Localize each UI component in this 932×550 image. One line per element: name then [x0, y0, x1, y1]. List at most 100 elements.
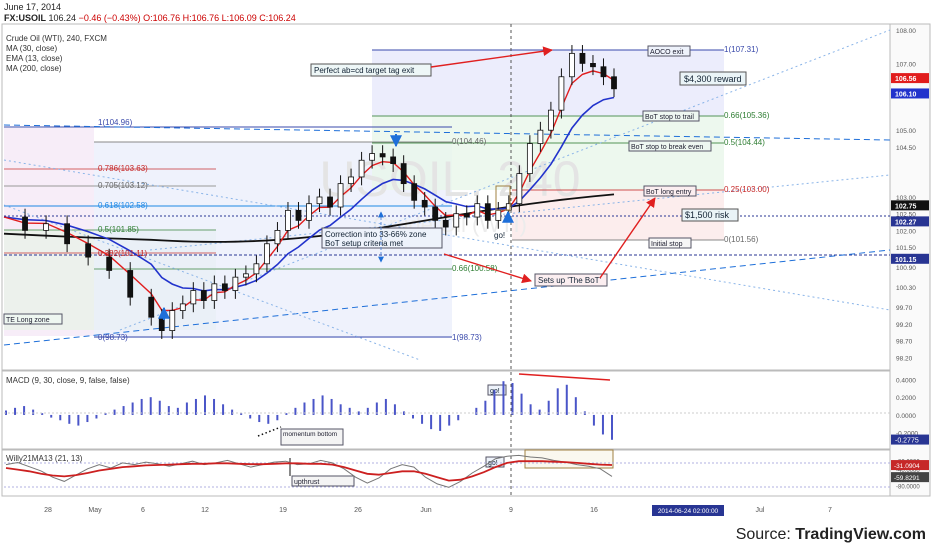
- candle: [64, 223, 71, 245]
- fib-label: 0.786(103.63): [98, 164, 148, 173]
- macd-axis-ticks: 0.4000 0.2000 0.0000 -0.2000-0.2775: [891, 377, 929, 445]
- price-tick-label: 100.30: [896, 285, 916, 292]
- indicator-ema13: EMA (13, close): [6, 54, 63, 63]
- fib-label: 1(107.31): [724, 45, 759, 54]
- candle: [411, 183, 418, 201]
- time-tick-label: 28: [44, 507, 52, 514]
- fib-label: 1(104.96): [98, 118, 133, 127]
- arrow-sets-up-bot: [443, 253, 532, 284]
- candle: [148, 296, 155, 318]
- price-tag-bg: [891, 88, 929, 99]
- candle: [43, 223, 49, 231]
- candle: [242, 273, 249, 278]
- fib-label: 0(98.73): [98, 333, 128, 342]
- candle: [200, 290, 207, 301]
- time-tick-label: May: [88, 507, 102, 514]
- candle: [390, 156, 397, 164]
- trendline-dotted-3: [149, 174, 891, 251]
- candle: [22, 216, 28, 231]
- fib-label: 0.5(104.44): [724, 138, 765, 147]
- fib-label: 0.66(105.36): [724, 111, 770, 120]
- candle: [306, 203, 312, 221]
- candle: [516, 173, 523, 205]
- annotation-te-long-zone: TE Long zone: [3, 313, 63, 325]
- price-tick-label: 103.00: [896, 195, 916, 202]
- header-symbol: FX:USOIL: [4, 13, 46, 23]
- macd-value-tag: [891, 434, 929, 445]
- svg-text:$1,500 risk: $1,500 risk: [685, 210, 730, 220]
- svg-text:Correction into 33-66% zone: Correction into 33-66% zone: [325, 230, 427, 239]
- annotation-upthrust: upthrust: [291, 475, 355, 487]
- annotation-stop-trail: BoT stop to trail: [642, 110, 700, 122]
- candle: [442, 219, 449, 228]
- willy-value-label: -59.8291: [894, 475, 920, 482]
- candle: [316, 196, 323, 205]
- ma30-line: [3, 96, 615, 292]
- annotation-perfect-abcd: Perfect ab=cd target tag exit: [310, 63, 432, 77]
- candle: [611, 76, 617, 90]
- candle: [221, 283, 228, 291]
- svg-text:Sets up 'The BoT': Sets up 'The BoT': [538, 276, 602, 285]
- candle: [369, 153, 376, 161]
- candle: [379, 153, 386, 158]
- candle: [526, 143, 533, 175]
- price-tag-bg: [891, 216, 929, 227]
- price-candles: [22, 45, 617, 339]
- price-tag-bg: [891, 73, 929, 84]
- price-tag-label: 106.10: [895, 91, 917, 98]
- candle: [547, 109, 554, 131]
- svg-text:upthrust: upthrust: [294, 479, 319, 486]
- fib-label: 0.25(103.00): [724, 185, 770, 194]
- annotation-initial-stop: Initial stop: [648, 237, 692, 249]
- annotation-long-entry: BoT long entry: [643, 185, 697, 197]
- price-axis-tags: 106.56 106.10 102.75 102.27 101.15: [891, 73, 929, 264]
- macd-tick-label: 0.0000: [896, 413, 916, 420]
- annotation-correction: Correction into 33-66% zone BoT setup cr…: [321, 227, 443, 249]
- price-tick-label: 98.70: [896, 339, 913, 346]
- candle: [474, 203, 481, 218]
- fib-label: 0.5(101.85): [98, 225, 139, 234]
- willy-value-tag: [891, 472, 929, 483]
- candle: [537, 129, 544, 144]
- candle: [169, 310, 176, 331]
- price-tag-label: 101.15: [895, 257, 917, 264]
- time-tick-label: 9: [509, 507, 513, 514]
- candle: [179, 303, 186, 311]
- candle: [127, 270, 134, 298]
- time-tick-label: Jul: [756, 507, 765, 514]
- time-tick-label: 6: [141, 507, 145, 514]
- price-tag-bg: [891, 200, 929, 211]
- time-tick-label: 7: [828, 507, 832, 514]
- arrow-to-abcd: [430, 46, 553, 68]
- candle: [253, 263, 260, 275]
- candle: [358, 159, 365, 178]
- time-tick-label: Jun: [420, 507, 431, 514]
- source-credit: Source: TradingView.com: [736, 526, 926, 544]
- price-tick-label: 108.00: [896, 28, 916, 35]
- price-tick-label: 107.00: [896, 61, 916, 68]
- price-tick-label: 99.70: [896, 305, 913, 312]
- indicator-ma30: MA (30, close): [6, 44, 58, 53]
- svg-text:$4,300 reward: $4,300 reward: [684, 74, 742, 84]
- trendline-lower: [3, 249, 891, 346]
- header-change: −0.46 (−0.43%): [78, 13, 141, 23]
- header-ohlc: O:106.76 H:106.76 L:106.09 C:106.24: [143, 13, 296, 23]
- svg-text:momentum bottom: momentum bottom: [283, 431, 337, 438]
- macd-histogram: [5, 381, 613, 440]
- macd-panel: [1, 370, 891, 450]
- time-tick-label: 19: [279, 507, 287, 514]
- macd-title: MACD (9, 30, close, 9, false, false): [6, 376, 130, 385]
- candle: [484, 203, 491, 221]
- candle: [590, 63, 596, 68]
- annotation-sets-up-bot: Sets up 'The BoT': [534, 273, 608, 287]
- candle: [264, 243, 270, 265]
- candle: [232, 276, 239, 291]
- svg-text:TE Long zone: TE Long zone: [6, 317, 50, 324]
- macd-tick-label: 0.4000: [896, 377, 916, 384]
- candle: [85, 243, 92, 258]
- header-date: June 17, 2014: [4, 2, 62, 12]
- price-tick-label: 104.50: [896, 145, 916, 152]
- macd-tick-label: -0.2000: [896, 431, 918, 438]
- svg-text:BoT setup criteria met: BoT setup criteria met: [325, 239, 404, 248]
- annotation-aoco-exit: AOCO exit: [647, 45, 691, 57]
